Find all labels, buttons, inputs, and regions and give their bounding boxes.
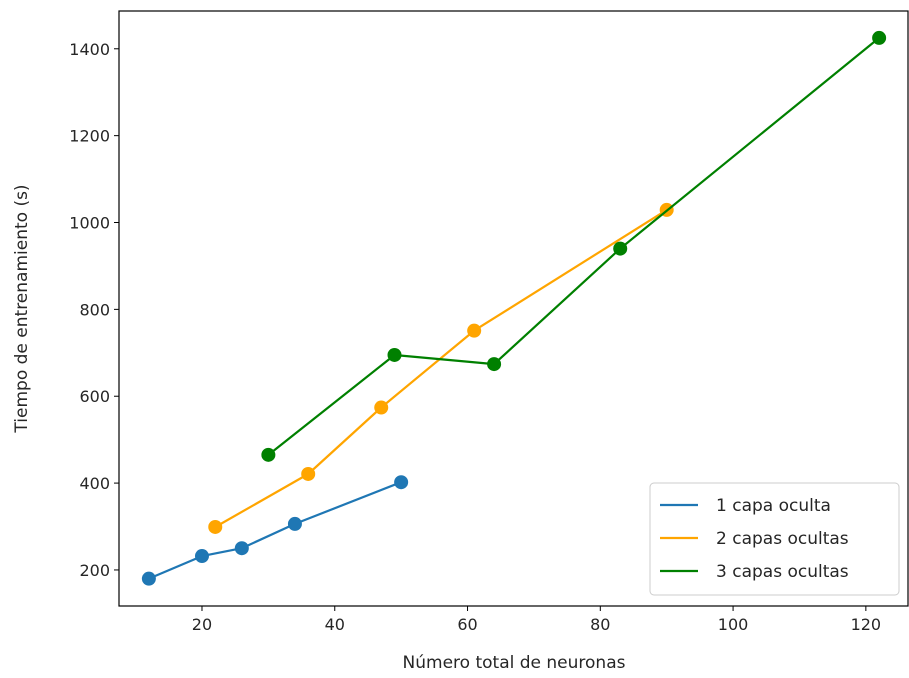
x-tick-label: 80	[590, 615, 610, 634]
series-2	[208, 202, 674, 534]
data-point	[394, 475, 409, 490]
data-point	[467, 323, 482, 338]
x-tick-label: 20	[192, 615, 212, 634]
legend: 1 capa oculta 2 capas ocultas 3 capas ocul…	[649, 482, 900, 596]
y-tick-label: 200	[79, 561, 110, 580]
series-line	[214, 208, 668, 528]
y-tick-label: 600	[79, 387, 110, 406]
legend-item: 3 capas ocultas	[660, 562, 849, 582]
y-tick-label: 1000	[69, 214, 110, 233]
x-tick-label: 40	[325, 615, 345, 634]
series-1	[141, 475, 409, 586]
y-tick-label: 400	[79, 474, 110, 493]
data-point	[141, 571, 156, 586]
data-point	[261, 447, 276, 462]
legend-box	[649, 482, 900, 596]
data-point	[613, 241, 628, 256]
series-line	[267, 37, 880, 456]
series-layer	[141, 30, 887, 586]
plot-frame	[118, 10, 909, 607]
legend-label: 3 capas ocultas	[716, 562, 849, 582]
x-axis-label: Número total de neuronas	[403, 653, 626, 673]
data-point	[387, 347, 402, 362]
x-tick-label: 60	[457, 615, 477, 634]
data-point	[374, 400, 389, 415]
legend-item: 1 capa oculta	[660, 496, 831, 516]
x-axis-ticks: 20 40 60 80 100 120	[192, 606, 881, 634]
y-tick-label: 800	[79, 300, 110, 319]
y-tick-label: 1200	[69, 127, 110, 146]
plot-area	[118, 10, 909, 607]
legend-label: 1 capa oculta	[716, 496, 831, 516]
y-axis-ticks: 200 400 600 800 1000 1200 1400	[69, 40, 119, 580]
data-point	[301, 466, 316, 481]
data-point	[287, 516, 302, 531]
data-point	[194, 549, 209, 564]
data-point	[234, 541, 249, 556]
y-tick-label: 1400	[69, 40, 110, 59]
data-point	[208, 519, 223, 534]
x-tick-label: 120	[851, 615, 882, 634]
series-line	[148, 481, 402, 580]
data-point	[872, 30, 887, 45]
y-axis-label: Tiempo de entrenamiento (s)	[12, 184, 32, 433]
legend-label: 2 capas ocultas	[716, 529, 849, 549]
legend-item: 2 capas ocultas	[660, 529, 849, 549]
x-tick-label: 100	[718, 615, 749, 634]
series-3	[261, 30, 887, 462]
data-point	[487, 357, 502, 372]
